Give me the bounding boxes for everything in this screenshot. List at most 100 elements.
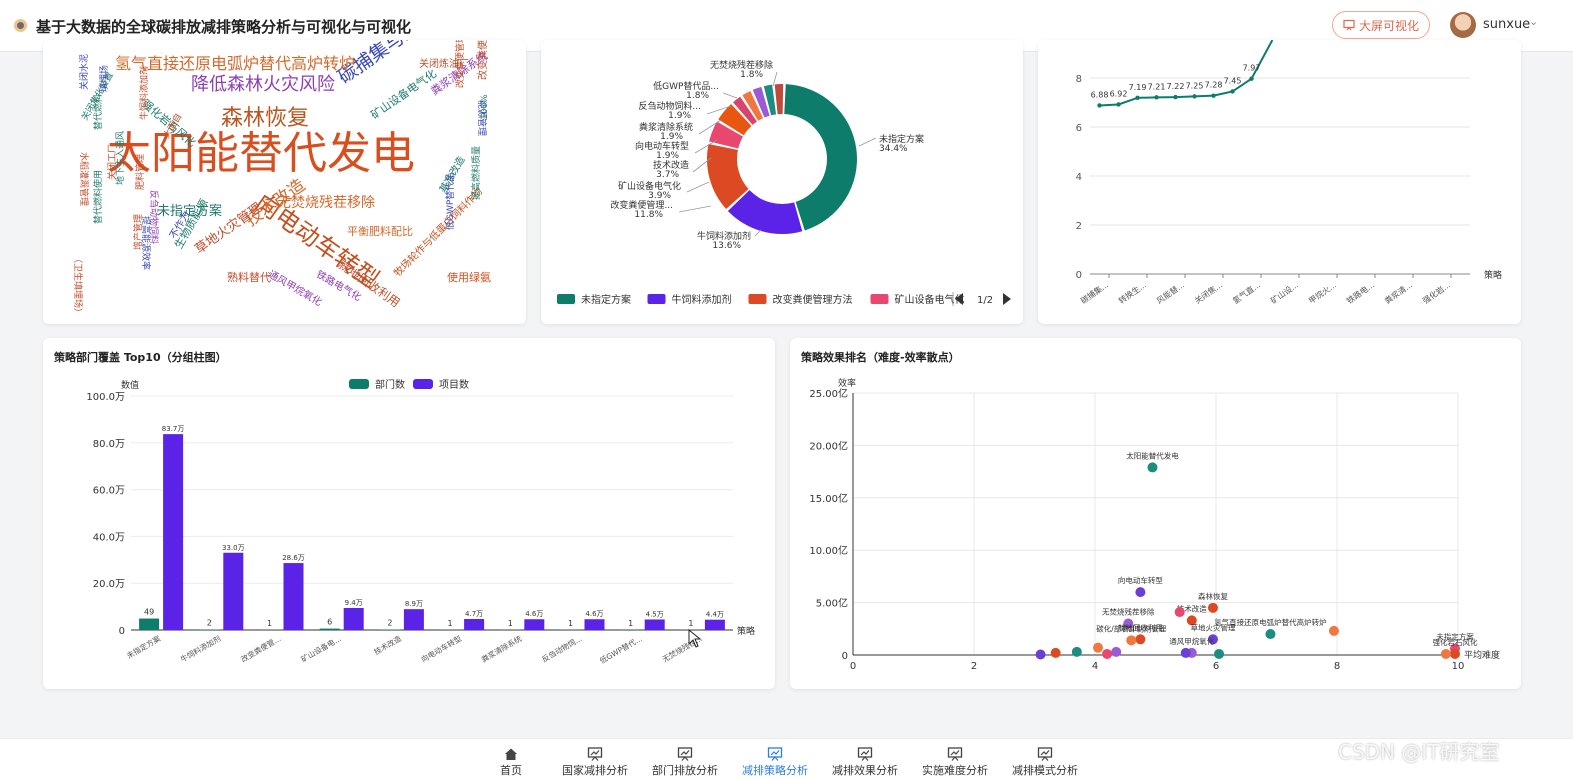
y-tick: 2 [1076, 221, 1082, 232]
bar-projects [283, 563, 304, 630]
x-tick: 关闭焦... [1192, 279, 1224, 305]
nav-effect[interactable]: 减排效果分析 [820, 747, 910, 778]
y-tick: 20.00亿 [809, 439, 848, 452]
cursor-icon [688, 628, 702, 648]
x-tick: 0 [850, 661, 856, 672]
bar-card-title: 策略部门覆盖 Top10（分组柱图） [54, 351, 227, 364]
nav-home[interactable]: 首页 [466, 747, 556, 778]
scatter-point [1050, 647, 1061, 658]
x-tick: 技术改造 [372, 633, 403, 657]
donut-leader [692, 157, 712, 173]
cloud-word: 替代燃料使用 [94, 169, 104, 224]
bar-label: 4.5万 [646, 610, 664, 618]
bar-label: 1 [508, 619, 513, 628]
line-card: 8 6 4 2 0 策略 6.88 6.92 7.19 7.21 7.22 7.25 7.28 7.45 7… [1038, 40, 1521, 324]
bar-label: 1 [628, 619, 633, 628]
legend-swatch [413, 379, 433, 389]
x-tick: 6 [1213, 661, 1219, 672]
series-point [1097, 103, 1102, 108]
value-label: 7.19 [1129, 83, 1147, 92]
donut-label: 反刍动物饲料... [638, 100, 701, 112]
x-tick: 2 [971, 661, 977, 672]
nav-label: 国家减排分析 [562, 764, 628, 777]
x-tick: 牛饲料添加剂 [178, 633, 222, 664]
chevron-down-icon[interactable]: ⌄ [1529, 15, 1539, 28]
scatter-point [1186, 615, 1197, 626]
nav-difficulty[interactable]: 实施难度分析 [910, 747, 1000, 778]
bar-label: 4.6万 [585, 610, 603, 618]
legend-swatch [748, 294, 767, 304]
value-label: 7.22 [1167, 82, 1185, 91]
donut-slice [774, 84, 784, 115]
x-tick: 反刍动物饲... [540, 633, 584, 664]
legend-label: 牛饲料添加剂 [672, 293, 732, 306]
x-tick: 转换生... [1116, 279, 1148, 305]
nav-label: 减排效果分析 [832, 764, 898, 777]
bar-dept [319, 628, 340, 630]
cloud-word: 100% [480, 94, 490, 120]
logo-icon [14, 19, 27, 32]
scatter-point [1071, 646, 1082, 657]
chart-icon [767, 747, 783, 761]
value-label: 6.88 [1091, 90, 1109, 99]
legend-label: 改变粪便管理方法 [773, 293, 853, 306]
bigscreen-button[interactable]: 大屏可视化 [1332, 11, 1430, 39]
scatter-point [1111, 646, 1122, 657]
cloud-word: 替代燃料 [94, 93, 104, 130]
bar-label: 2 [387, 619, 392, 628]
prev-page-icon [955, 293, 963, 305]
donut-slice [742, 91, 764, 121]
series-point [1116, 102, 1121, 107]
donut-pct: 11.8% [634, 210, 663, 220]
avatar[interactable] [1450, 12, 1476, 38]
chart-icon [947, 747, 963, 761]
x-tick: 粪浆清除系统 [479, 633, 523, 664]
y-tick: 40.0万 [93, 532, 125, 543]
donut-pct: 1.9% [660, 132, 683, 142]
cloud-word: 矿山设备电气化 [368, 67, 439, 122]
scatter-point [1147, 462, 1158, 473]
wordcloud-card: 太阳能替代发电 向电动车转型 森林恢复 碳捕集与封存 降低森林火灾风险 氢气直接还原电弧炉… [43, 40, 526, 324]
bar-projects [403, 609, 424, 630]
donut-leader [678, 205, 712, 213]
donut-pct: 3.9% [648, 191, 671, 201]
donut-leader [694, 139, 718, 154]
chart-icon [587, 747, 603, 761]
nav-country[interactable]: 国家减排分析 [550, 747, 640, 778]
cloud-word: 关闭炼油厂 [419, 59, 469, 70]
donut-slice [707, 143, 749, 210]
home-icon [505, 748, 517, 760]
bar-projects [343, 608, 364, 630]
cloud-word: 肥料管理 [136, 153, 146, 190]
value-label: 7.97 [1243, 64, 1261, 73]
donut-leader [722, 92, 738, 99]
x-tick: 矿山设... [1268, 279, 1300, 305]
donut-label: 向电动车转型 [635, 140, 689, 152]
y-tick: 10.00亿 [809, 544, 848, 557]
donut-leader [772, 71, 778, 87]
x-tick: 4 [1092, 661, 1098, 672]
donut-label: 无焚烧残茬移除 [710, 59, 773, 71]
bar-label: 49 [144, 608, 154, 617]
donut-slice [784, 84, 857, 231]
bar-label: 1 [688, 619, 693, 628]
app-title: 基于大数据的全球碳排放减排策略分析与可视化与可视化 [36, 18, 412, 36]
scatter-point [1207, 634, 1218, 645]
nav-label: 首页 [500, 764, 522, 777]
bar-projects [223, 552, 244, 630]
donut-slice [709, 121, 743, 149]
y-tick: 80.0万 [93, 439, 125, 450]
scatter-point [1135, 634, 1146, 645]
scatter-point [1207, 602, 1218, 613]
nav-sector[interactable]: 部门排放分析 [640, 747, 730, 778]
nav-pattern[interactable]: 减排模式分析 [1000, 747, 1090, 778]
scatter-point [1180, 647, 1191, 658]
bar-projects [464, 619, 485, 630]
scatter-point [1328, 625, 1339, 636]
x-tick: 10 [1452, 661, 1465, 672]
bar-label: 1 [448, 619, 453, 628]
username[interactable]: sunxue [1483, 17, 1531, 32]
y-tick: 100.0万 [86, 392, 125, 403]
nav-strategy[interactable]: 减排策略分析 [730, 747, 820, 778]
point-label: 无焚烧残茬移除 [1102, 607, 1155, 617]
